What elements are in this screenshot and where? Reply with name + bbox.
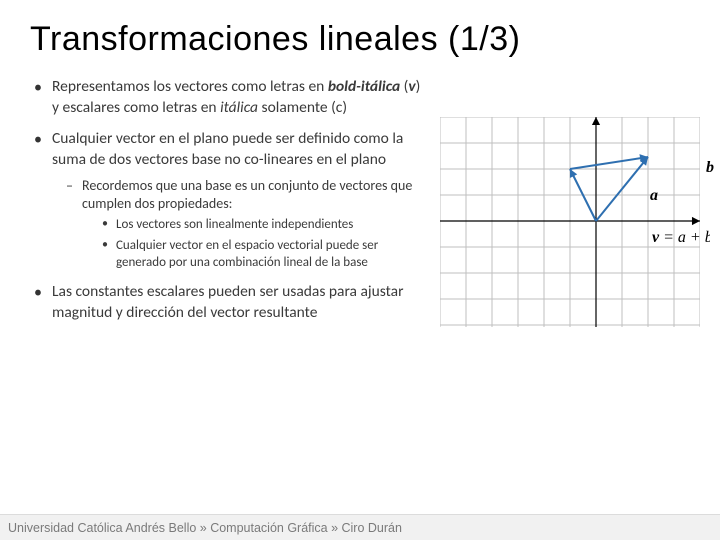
page-title: Transformaciones lineales (1/3) — [30, 20, 690, 59]
bold-italic: bold-itálica — [328, 77, 400, 96]
eq-rest: = a + b — [659, 229, 710, 246]
text: Las constantes escalares pueden ser usad… — [52, 282, 403, 322]
italic: itálica — [220, 98, 258, 117]
grid-svg — [440, 117, 700, 327]
label-a: a — [650, 187, 658, 205]
slide: Transformaciones lineales (1/3) Represen… — [0, 0, 720, 540]
text: solamente (c) — [258, 98, 347, 117]
text: Los vectores son linealmente independien… — [116, 217, 353, 232]
text: Cualquier vector en el plano puede ser d… — [52, 129, 403, 169]
bullet-1: Representamos los vectores como letras e… — [30, 77, 430, 119]
vector-figure: a b — [440, 117, 710, 337]
bullet-list: Representamos los vectores como letras e… — [30, 77, 430, 324]
text: Representamos los vectores como letras e… — [52, 77, 328, 96]
subsub-bullet: Cualquier vector en el espacio vectorial… — [82, 238, 430, 272]
bullet-3: Las constantes escalares pueden ser usad… — [30, 282, 430, 324]
content-row: Representamos los vectores como letras e… — [30, 77, 690, 337]
figure-column: a b v = a + b — [440, 77, 710, 337]
footer: Universidad Católica Andrés Bello » Comp… — [0, 514, 720, 540]
equation: v = a + b — [652, 229, 710, 247]
text: Cualquier vector en el espacio vectorial… — [116, 238, 378, 270]
var-v: v — [408, 77, 415, 96]
sub-list: Recordemos que una base es un conjunto d… — [52, 177, 430, 272]
label-b: b — [706, 159, 714, 177]
subsub-list: Los vectores son linealmente independien… — [82, 217, 430, 272]
text: Recordemos que una base es un conjunto d… — [82, 177, 412, 212]
bullet-2: Cualquier vector en el plano puede ser d… — [30, 129, 430, 272]
sub-bullet: Recordemos que una base es un conjunto d… — [52, 177, 430, 272]
text-column: Representamos los vectores como letras e… — [30, 77, 430, 337]
subsub-bullet: Los vectores son linealmente independien… — [82, 217, 430, 234]
footer-text: Universidad Católica Andrés Bello » Comp… — [8, 521, 402, 535]
